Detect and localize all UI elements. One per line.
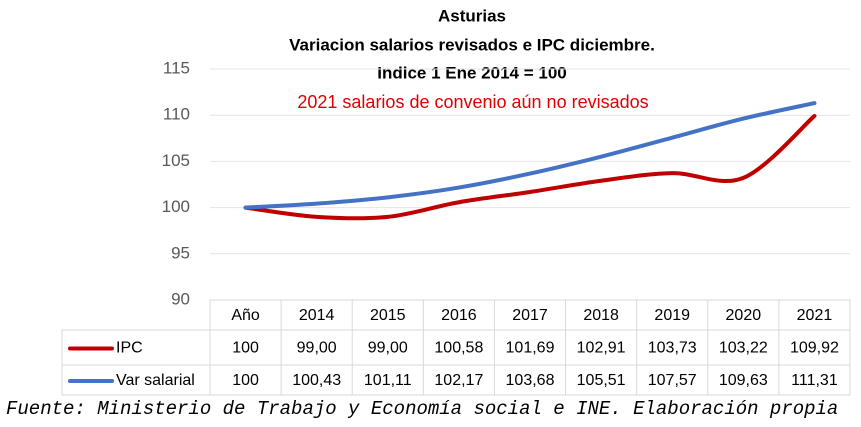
data-label: 109,92 (790, 340, 839, 357)
x-tick-label: 2017 (512, 307, 548, 324)
data-label: 102,17 (434, 372, 483, 389)
legend-label: Var salarial (116, 372, 195, 389)
chart-title: Variacion salarios revisados e IPC dicie… (289, 35, 655, 54)
x-tick-label: 2021 (797, 307, 833, 324)
data-label: 99,00 (297, 340, 337, 357)
chart-title: Indice 1 Ene 2014 = 100 (377, 63, 566, 82)
data-label: 111,31 (791, 372, 838, 389)
data-label: 109,63 (719, 372, 768, 389)
chart-title: Asturias (438, 6, 506, 25)
y-tick-label: 110 (163, 105, 190, 124)
source-note: Fuente: Ministerio de Trabajo y Economía… (6, 398, 838, 420)
x-tick-label: 2014 (299, 307, 335, 324)
table-cell (61, 329, 851, 396)
series-line (243, 113, 817, 221)
y-tick-label: 95 (171, 243, 190, 262)
data-label: 101,11 (364, 372, 412, 389)
x-tick-label: 2016 (441, 307, 477, 324)
data-label: 100,58 (434, 340, 483, 357)
x-tick-label: Año (231, 307, 260, 324)
data-label: 103,73 (648, 340, 697, 357)
data-label: 101,69 (506, 340, 555, 357)
data-label: 103,68 (506, 372, 555, 389)
data-label: 100,43 (292, 372, 341, 389)
y-tick-label: 100 (162, 197, 190, 216)
data-label: 102,91 (577, 340, 626, 357)
data-label: 103,22 (719, 340, 768, 357)
series-line (243, 101, 817, 210)
y-tick-label: 105 (162, 151, 190, 170)
x-tick-label: 2018 (583, 307, 619, 324)
data-label: 100 (232, 372, 259, 389)
annotation: 2021 salarios de convenio aún no revisad… (297, 92, 648, 112)
data-label: 105,51 (577, 372, 626, 389)
data-label: 99,00 (368, 340, 408, 357)
legend-label: IPC (116, 340, 143, 357)
x-tick-label: 2019 (654, 307, 690, 324)
x-tick-label: 2020 (726, 307, 762, 324)
data-label: 107,57 (648, 372, 697, 389)
x-tick-label: 2015 (370, 307, 406, 324)
y-tick-label: 115 (163, 58, 190, 77)
data-label: 100 (232, 340, 259, 357)
y-tick-label: 90 (171, 289, 190, 308)
